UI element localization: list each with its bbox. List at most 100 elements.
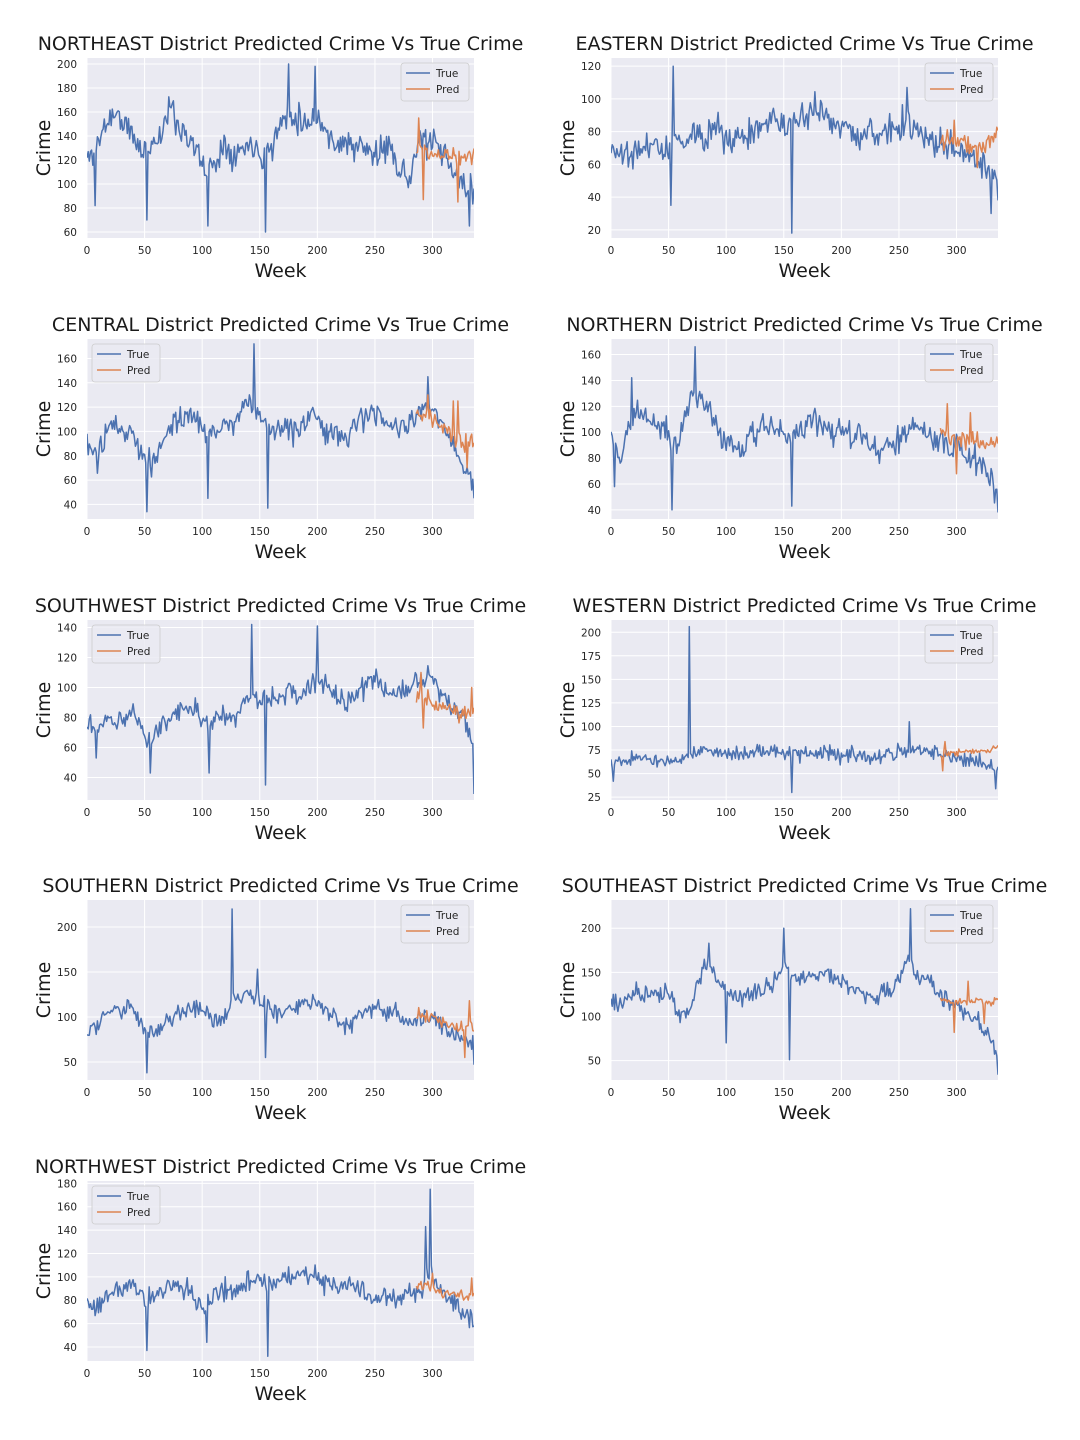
y-tick-label: 200 (581, 923, 601, 935)
x-tick-label: 50 (138, 245, 151, 257)
x-tick-label: 0 (608, 807, 615, 819)
y-tick-label: 80 (588, 453, 601, 465)
x-tick-label: 100 (716, 1087, 736, 1099)
series-line-true (611, 346, 998, 513)
y-tick-label: 120 (57, 402, 77, 414)
y-tick-label: 200 (581, 627, 601, 639)
x-tick-label: 250 (365, 526, 385, 538)
y-tick-label: 50 (588, 769, 601, 781)
series-line-true (87, 63, 474, 233)
y-tick-label: 100 (57, 1272, 77, 1284)
y-tick-label: 120 (57, 1248, 77, 1260)
x-tick-label: 150 (774, 526, 794, 538)
y-axis-label: Crime (557, 682, 579, 739)
y-tick-label: 40 (64, 1342, 77, 1354)
y-tick-label: 150 (57, 967, 77, 979)
x-tick-label: 300 (423, 807, 443, 819)
chart-title: WESTERN District Predicted Crime Vs True… (573, 595, 1037, 617)
legend-label: True (959, 68, 982, 80)
legend-label: Pred (960, 926, 983, 938)
chart-title: SOUTHWEST District Predicted Crime Vs Tr… (35, 595, 526, 617)
x-tick-label: 0 (84, 1087, 91, 1099)
y-tick-label: 40 (588, 192, 601, 204)
x-tick-label: 100 (192, 807, 212, 819)
x-tick-label: 200 (831, 526, 851, 538)
series-line-true (87, 623, 474, 795)
y-tick-label: 50 (588, 1056, 601, 1068)
legend-label: Pred (960, 365, 983, 377)
legend: True Pred (400, 62, 470, 102)
y-tick-label: 120 (581, 61, 601, 73)
chart-northern: NORTHERN District Predicted Crime Vs Tru… (557, 314, 1043, 563)
x-tick-label: 250 (365, 245, 385, 257)
series-line-pred (939, 119, 998, 169)
x-axis-label: Week (254, 1383, 306, 1405)
x-tick-label: 50 (138, 807, 151, 819)
y-tick-label: 150 (581, 674, 601, 686)
chart-southeast: SOUTHEAST District Predicted Crime Vs Tr… (557, 875, 1047, 1124)
legend-label: True (126, 630, 149, 642)
y-tick-label: 60 (64, 743, 77, 755)
y-tick-label: 160 (57, 1202, 77, 1214)
chart-eastern: EASTERN District Predicted Crime Vs True… (557, 33, 1034, 282)
legend-label: Pred (127, 1207, 150, 1219)
chart-central: CENTRAL District Predicted Crime Vs True… (33, 314, 509, 563)
y-tick-label: 80 (588, 127, 601, 139)
x-tick-label: 50 (662, 245, 675, 257)
x-tick-label: 50 (662, 807, 675, 819)
legend: True Pred (91, 343, 161, 383)
x-axis-label: Week (778, 822, 830, 844)
chart-southwest: SOUTHWEST District Predicted Crime Vs Tr… (33, 595, 526, 844)
y-tick-label: 75 (588, 745, 601, 757)
chart-title: EASTERN District Predicted Crime Vs True… (575, 33, 1033, 55)
chart-title: NORTHERN District Predicted Crime Vs Tru… (566, 314, 1042, 336)
x-tick-label: 150 (250, 245, 270, 257)
chart-northwest: NORTHWEST District Predicted Crime Vs Tr… (33, 1156, 526, 1405)
x-tick-label: 200 (831, 1087, 851, 1099)
x-axis-label: Week (778, 541, 830, 563)
chart-southern: SOUTHERN District Predicted Crime Vs Tru… (33, 875, 519, 1124)
legend: True Pred (924, 904, 994, 944)
x-axis-label: Week (254, 541, 306, 563)
x-tick-label: 300 (423, 526, 443, 538)
x-tick-label: 300 (423, 245, 443, 257)
y-tick-label: 100 (57, 683, 77, 695)
x-tick-label: 150 (250, 807, 270, 819)
y-tick-label: 20 (588, 225, 601, 237)
legend: True Pred (400, 904, 470, 944)
y-tick-label: 80 (64, 1295, 77, 1307)
series-line-true (611, 65, 998, 234)
y-tick-label: 100 (581, 1011, 601, 1023)
series-line-true (611, 908, 998, 1075)
x-tick-label: 150 (250, 526, 270, 538)
y-axis-label: Crime (557, 962, 579, 1019)
legend-label: Pred (436, 84, 459, 96)
y-tick-label: 140 (57, 1225, 77, 1237)
y-tick-label: 200 (57, 922, 77, 934)
x-tick-label: 250 (365, 807, 385, 819)
legend: True Pred (91, 1185, 161, 1225)
series-line-pred (415, 1000, 474, 1059)
y-tick-label: 60 (64, 227, 77, 239)
y-tick-label: 100 (581, 94, 601, 106)
x-tick-label: 100 (716, 245, 736, 257)
series-line-true (87, 343, 474, 513)
x-tick-label: 150 (774, 807, 794, 819)
chart-title: CENTRAL District Predicted Crime Vs True… (52, 314, 509, 336)
legend: True Pred (924, 62, 994, 102)
series-line-pred (415, 394, 474, 469)
x-tick-label: 150 (250, 1087, 270, 1099)
legend-label: Pred (127, 365, 150, 377)
y-tick-label: 80 (64, 203, 77, 215)
x-tick-label: 100 (192, 245, 212, 257)
series-line-pred (415, 671, 474, 729)
y-tick-label: 160 (57, 107, 77, 119)
y-tick-label: 160 (57, 353, 77, 365)
y-tick-label: 100 (581, 721, 601, 733)
y-axis-label: Crime (33, 1243, 55, 1300)
legend: True Pred (924, 624, 994, 664)
chart-title: SOUTHERN District Predicted Crime Vs Tru… (42, 875, 518, 897)
y-tick-label: 60 (588, 479, 601, 491)
x-tick-label: 250 (889, 526, 909, 538)
